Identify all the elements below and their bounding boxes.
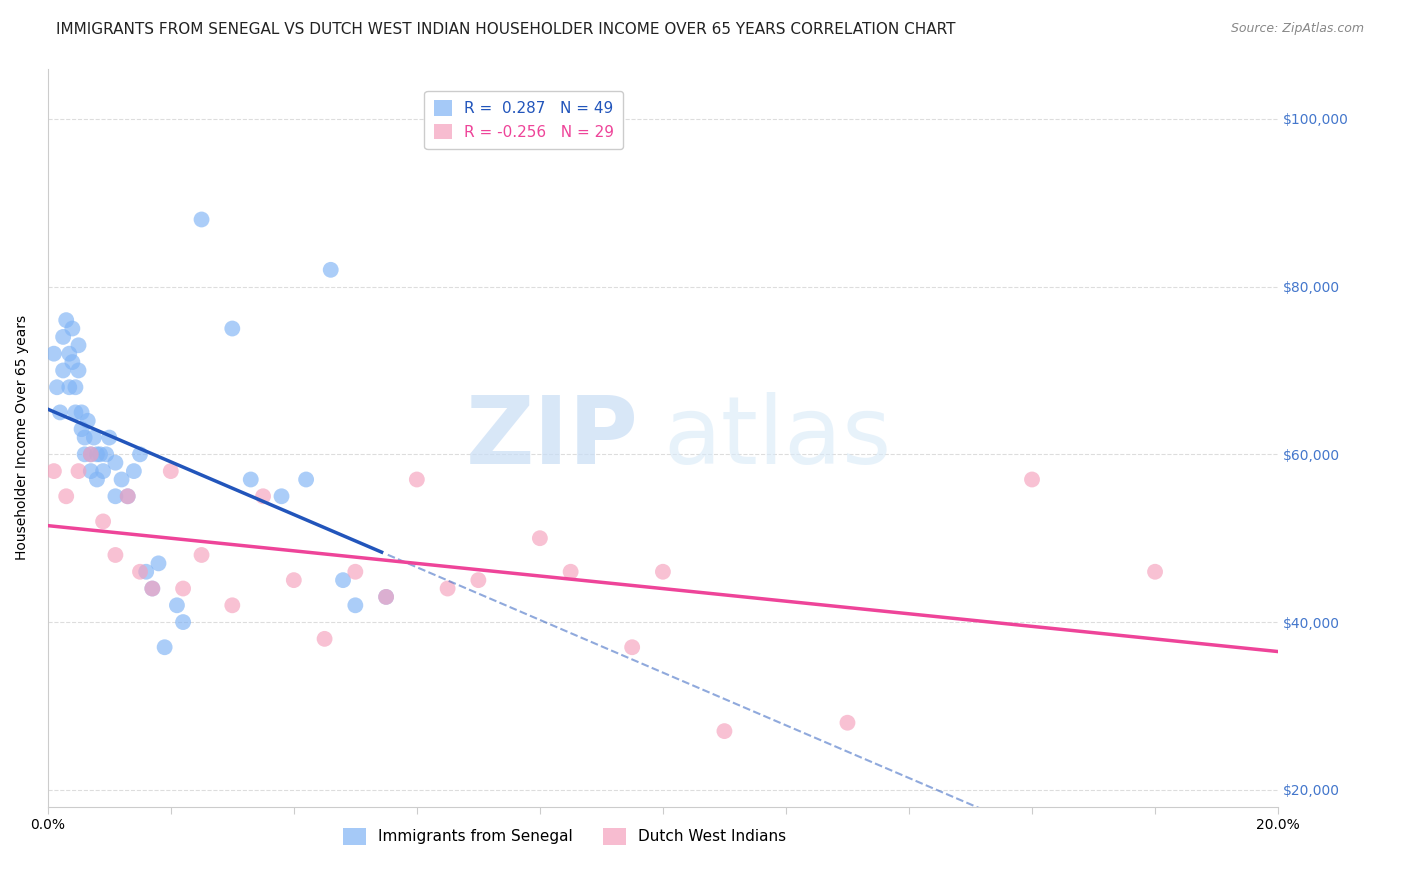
Point <box>239 473 262 487</box>
Point <box>221 321 243 335</box>
Point <box>344 565 367 579</box>
Point <box>1144 565 1167 579</box>
Point <box>252 489 274 503</box>
Point <box>58 380 80 394</box>
Point <box>60 355 83 369</box>
Point <box>283 573 305 587</box>
Point <box>148 557 170 571</box>
Point <box>405 473 427 487</box>
Point <box>67 464 90 478</box>
Point <box>98 431 121 445</box>
Text: IMMIGRANTS FROM SENEGAL VS DUTCH WEST INDIAN HOUSEHOLDER INCOME OVER 65 YEARS CO: IMMIGRANTS FROM SENEGAL VS DUTCH WEST IN… <box>56 22 956 37</box>
Point <box>91 515 114 529</box>
Point <box>42 464 65 478</box>
Point <box>70 405 93 419</box>
Point <box>42 347 65 361</box>
Point <box>83 431 105 445</box>
Point <box>135 565 157 579</box>
Point <box>96 447 118 461</box>
Text: atlas: atlas <box>662 392 891 483</box>
Point <box>221 599 243 613</box>
Point <box>375 590 398 604</box>
Point <box>67 338 90 352</box>
Point <box>172 582 194 596</box>
Point <box>172 615 194 629</box>
Point <box>55 489 77 503</box>
Point <box>560 565 582 579</box>
Point <box>375 590 398 604</box>
Point <box>60 321 83 335</box>
Legend: R =  0.287   N = 49, R = -0.256   N = 29: R = 0.287 N = 49, R = -0.256 N = 29 <box>425 91 623 149</box>
Point <box>837 715 859 730</box>
Point <box>80 447 103 461</box>
Point <box>65 405 87 419</box>
Point <box>70 422 93 436</box>
Point <box>80 464 103 478</box>
Point <box>46 380 69 394</box>
Point <box>190 212 212 227</box>
Point <box>73 431 96 445</box>
Point <box>295 473 318 487</box>
Point <box>89 447 111 461</box>
Point <box>190 548 212 562</box>
Point <box>52 330 75 344</box>
Point <box>332 573 354 587</box>
Point <box>141 582 163 596</box>
Point <box>117 489 139 503</box>
Point <box>129 447 152 461</box>
Point <box>86 447 108 461</box>
Point <box>91 464 114 478</box>
Point <box>314 632 336 646</box>
Point <box>319 262 342 277</box>
Point <box>159 464 181 478</box>
Point <box>49 405 72 419</box>
Text: Source: ZipAtlas.com: Source: ZipAtlas.com <box>1230 22 1364 36</box>
Point <box>436 582 458 596</box>
Point <box>65 380 87 394</box>
Point <box>76 414 98 428</box>
Point <box>344 599 367 613</box>
Point <box>52 363 75 377</box>
Point <box>467 573 489 587</box>
Point <box>1021 473 1043 487</box>
Point <box>86 473 108 487</box>
Point <box>153 640 176 655</box>
Point <box>58 347 80 361</box>
Point <box>104 548 127 562</box>
Point <box>166 599 188 613</box>
Point <box>80 447 103 461</box>
Point <box>55 313 77 327</box>
Point <box>141 582 163 596</box>
Point <box>651 565 673 579</box>
Point <box>117 489 139 503</box>
Y-axis label: Householder Income Over 65 years: Householder Income Over 65 years <box>15 315 30 560</box>
Point <box>529 531 551 545</box>
Point <box>110 473 132 487</box>
Point <box>270 489 292 503</box>
Point <box>122 464 145 478</box>
Point <box>713 724 735 739</box>
Text: ZIP: ZIP <box>465 392 638 483</box>
Point <box>67 363 90 377</box>
Point <box>104 456 127 470</box>
Point <box>104 489 127 503</box>
Point <box>129 565 152 579</box>
Point <box>621 640 644 655</box>
Point <box>73 447 96 461</box>
